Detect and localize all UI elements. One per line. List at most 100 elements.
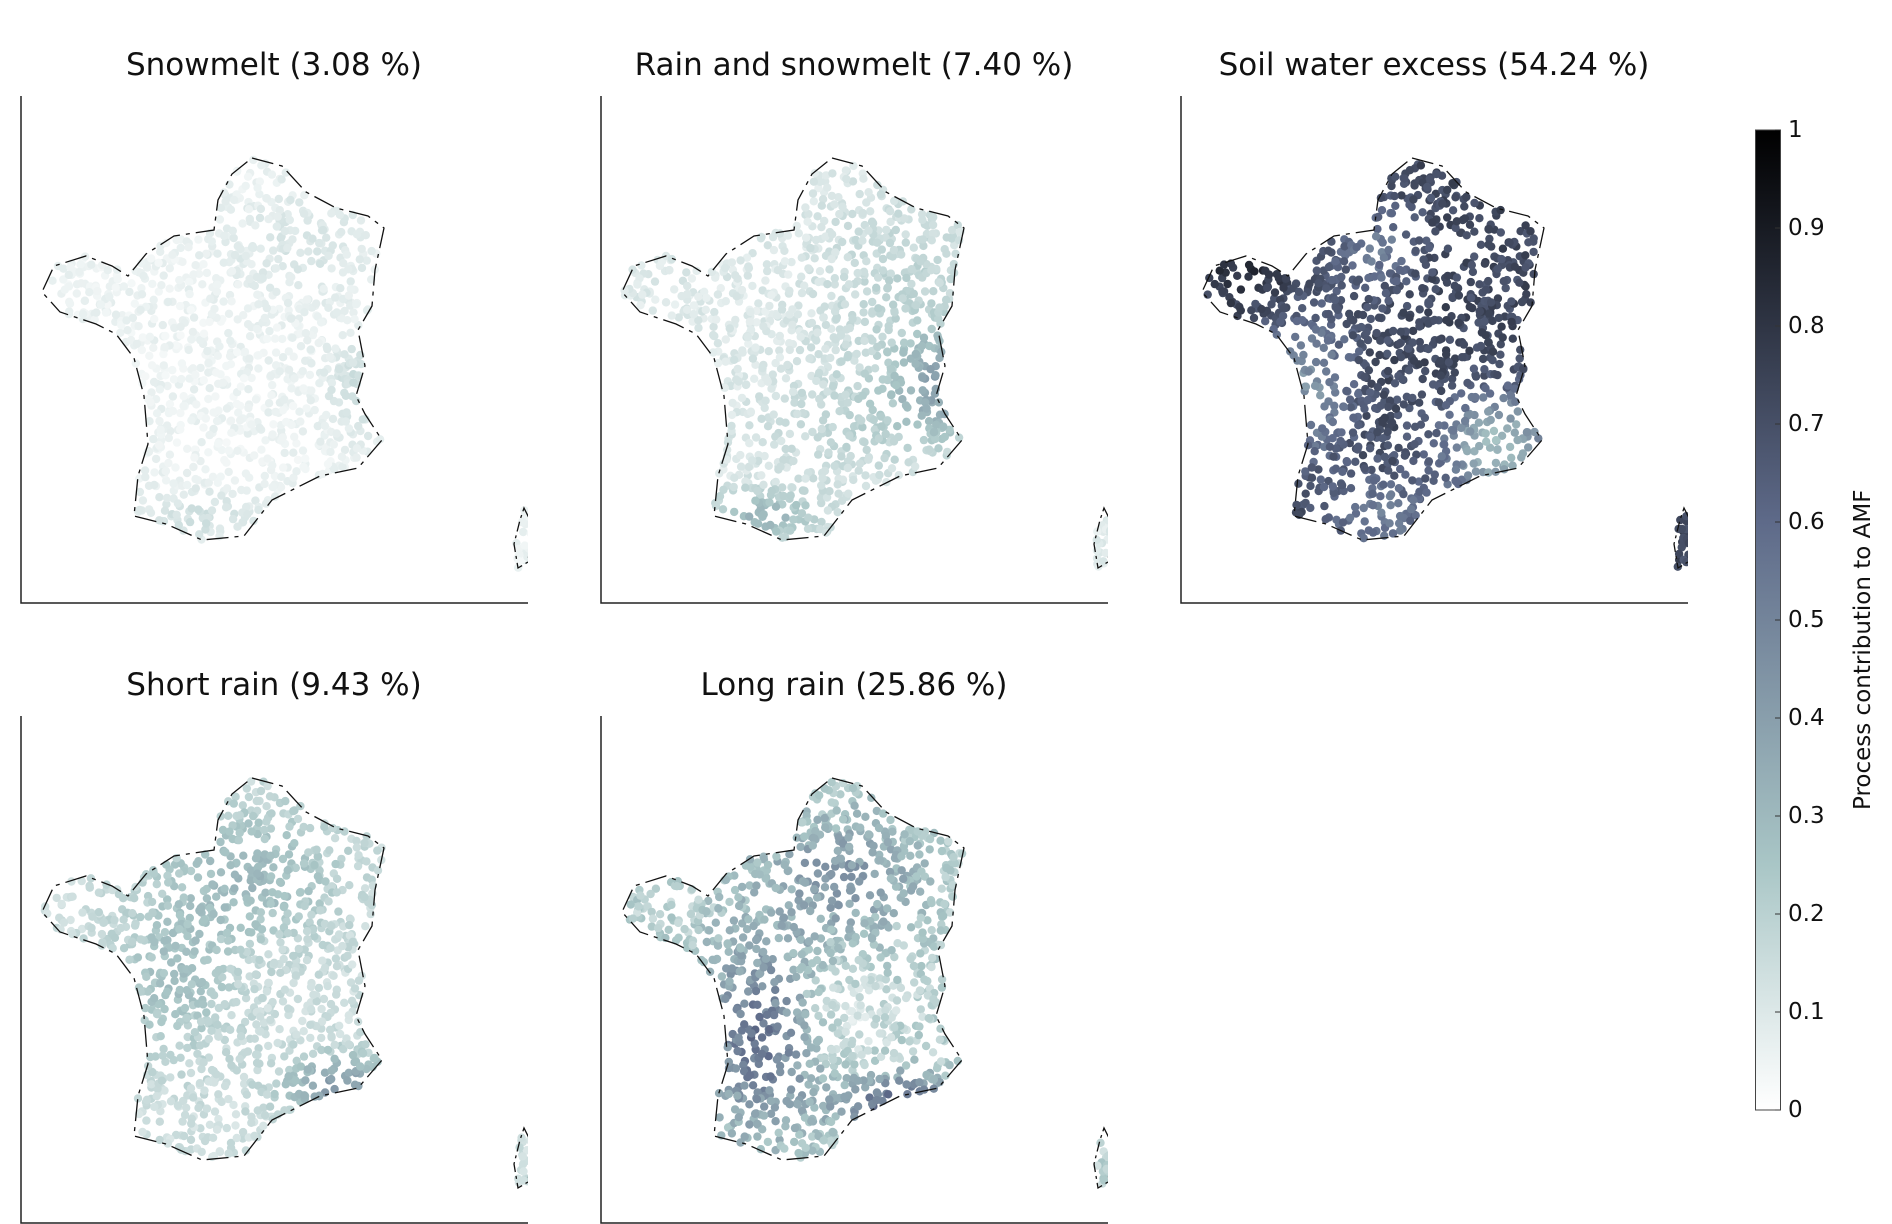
station-dot: [1444, 358, 1454, 367]
station-dot: [838, 237, 847, 247]
station-dot: [1368, 528, 1378, 537]
station-dot: [137, 284, 146, 293]
station-dot: [934, 444, 943, 453]
station-dot: [375, 435, 385, 444]
station-dot: [287, 273, 296, 282]
station-dot: [184, 345, 193, 355]
station-dot: [205, 1120, 215, 1129]
station-dot: [770, 440, 779, 449]
station-dot: [1405, 313, 1414, 322]
station-dot: [318, 469, 327, 479]
station-dot: [828, 382, 838, 391]
station-dot: [331, 954, 341, 963]
station-dot: [284, 347, 293, 356]
station-dot: [1466, 427, 1475, 436]
station-dot: [1445, 335, 1455, 344]
station-dot: [1484, 240, 1493, 249]
station-dot: [1366, 432, 1375, 442]
station-dot: [230, 884, 239, 893]
station-dot: [864, 188, 873, 197]
station-dot: [319, 368, 329, 377]
station-dot: [228, 821, 237, 830]
station-dot: [771, 391, 781, 401]
station-dot: [197, 438, 206, 447]
station-dot: [927, 266, 936, 275]
station-dot: [190, 453, 199, 462]
station-dot: [168, 250, 177, 259]
station-dot: [265, 326, 274, 336]
station-dot: [750, 1039, 759, 1048]
station-dot: [800, 486, 809, 495]
station-dot: [1400, 451, 1410, 460]
station-dot: [279, 463, 288, 472]
station-dot: [742, 380, 751, 389]
station-dot: [237, 485, 246, 495]
station-dot: [929, 428, 939, 437]
station-dot: [288, 235, 297, 244]
station-dot: [1093, 527, 1102, 536]
station-dot: [331, 344, 340, 353]
station-dot: [1328, 482, 1337, 491]
station-dot: [758, 1125, 767, 1134]
station-dot: [1392, 286, 1401, 295]
station-dot: [1354, 347, 1364, 356]
station-dot: [1386, 480, 1396, 489]
station-dot: [265, 283, 275, 292]
station-dot: [270, 471, 280, 481]
station-dot: [748, 456, 757, 465]
station-dot: [119, 282, 128, 291]
station-dot: [332, 308, 341, 317]
station-dot: [1321, 515, 1330, 524]
station-dot: [162, 238, 171, 248]
station-dot: [216, 203, 226, 212]
station-dot: [775, 907, 784, 916]
station-dot: [882, 293, 891, 302]
station-dot: [907, 265, 916, 274]
station-dot: [254, 364, 263, 373]
station-dot: [667, 311, 676, 320]
station-dot: [164, 878, 173, 887]
station-dot: [159, 349, 168, 359]
station-dot: [796, 842, 805, 852]
station-dot: [274, 1067, 284, 1076]
station-dot: [1380, 452, 1390, 462]
station-dot: [787, 444, 796, 453]
country-outline: [41, 157, 385, 541]
station-dot: [308, 1081, 318, 1090]
station-dot: [916, 257, 925, 266]
station-dot: [785, 339, 794, 348]
station-dot: [1319, 343, 1328, 353]
station-dot: [1396, 353, 1406, 362]
station-dot: [140, 466, 150, 475]
station-dot: [1364, 366, 1374, 375]
station-dot: [233, 979, 243, 989]
station-dot: [77, 279, 86, 288]
station-dot: [1325, 442, 1335, 451]
map-axes: [600, 96, 1108, 604]
station-dot: [731, 1064, 741, 1073]
station-dot: [212, 1125, 222, 1134]
station-dot: [103, 266, 113, 275]
station-dot: [794, 229, 803, 238]
station-dot: [363, 431, 373, 441]
station-dot: [823, 183, 832, 192]
station-dot: [272, 222, 281, 231]
station-dot: [1324, 262, 1334, 272]
station-dot: [648, 306, 657, 315]
station-dot: [872, 238, 882, 247]
station-dot: [837, 357, 846, 366]
station-dot: [1521, 221, 1530, 230]
station-dot: [889, 300, 898, 309]
station-dot: [1480, 371, 1489, 380]
station-dot: [1443, 244, 1453, 253]
station-dot: [139, 271, 148, 281]
station-dot: [234, 836, 244, 845]
station-dot: [338, 331, 347, 340]
station-dot: [294, 281, 303, 290]
station-dot: [232, 997, 241, 1007]
station-dot: [1471, 392, 1480, 402]
station-dot: [296, 248, 305, 257]
station-dot: [343, 265, 353, 274]
station-dot: [650, 277, 660, 286]
station-dot: [1387, 181, 1396, 191]
